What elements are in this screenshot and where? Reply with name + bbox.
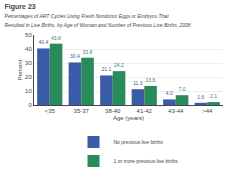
svg-text:No previous live births: No previous live births xyxy=(114,139,164,145)
svg-text:30: 30 xyxy=(25,60,32,66)
svg-text:Percent: Percent xyxy=(17,59,23,80)
svg-text:10: 10 xyxy=(25,88,32,94)
svg-text:35-37: 35-37 xyxy=(74,108,90,114)
svg-text:33.8: 33.8 xyxy=(83,49,93,55)
svg-text:4.0: 4.0 xyxy=(166,90,173,96)
svg-text:11.3: 11.3 xyxy=(133,80,143,86)
svg-text:Age (years): Age (years) xyxy=(113,115,144,121)
svg-text:<35: <35 xyxy=(45,108,56,114)
svg-text:24.2: 24.2 xyxy=(114,62,124,68)
svg-text:40.4: 40.4 xyxy=(38,39,48,45)
svg-text:1.6: 1.6 xyxy=(197,94,204,100)
svg-text:43.8: 43.8 xyxy=(51,35,61,41)
svg-text:30.4: 30.4 xyxy=(70,53,80,59)
svg-text:1 or more previous live births: 1 or more previous live births xyxy=(114,158,179,164)
svg-text:2.1: 2.1 xyxy=(210,93,217,99)
svg-text:41-42: 41-42 xyxy=(137,108,153,114)
svg-text:0: 0 xyxy=(28,102,32,108)
svg-text:7.0: 7.0 xyxy=(178,86,185,92)
svg-text:>44: >44 xyxy=(202,108,213,114)
svg-text:50: 50 xyxy=(25,32,32,38)
svg-text:20: 20 xyxy=(25,74,32,80)
svg-text:38-40: 38-40 xyxy=(105,108,121,114)
svg-text:43-44: 43-44 xyxy=(168,108,184,114)
svg-text:Figure 23Percentages of ART Cy: Figure 23Percentages of ART Cycles Using… xyxy=(5,3,191,28)
svg-text:40: 40 xyxy=(25,46,32,52)
svg-text:21.1: 21.1 xyxy=(101,66,111,72)
svg-text:13.6: 13.6 xyxy=(146,77,156,83)
